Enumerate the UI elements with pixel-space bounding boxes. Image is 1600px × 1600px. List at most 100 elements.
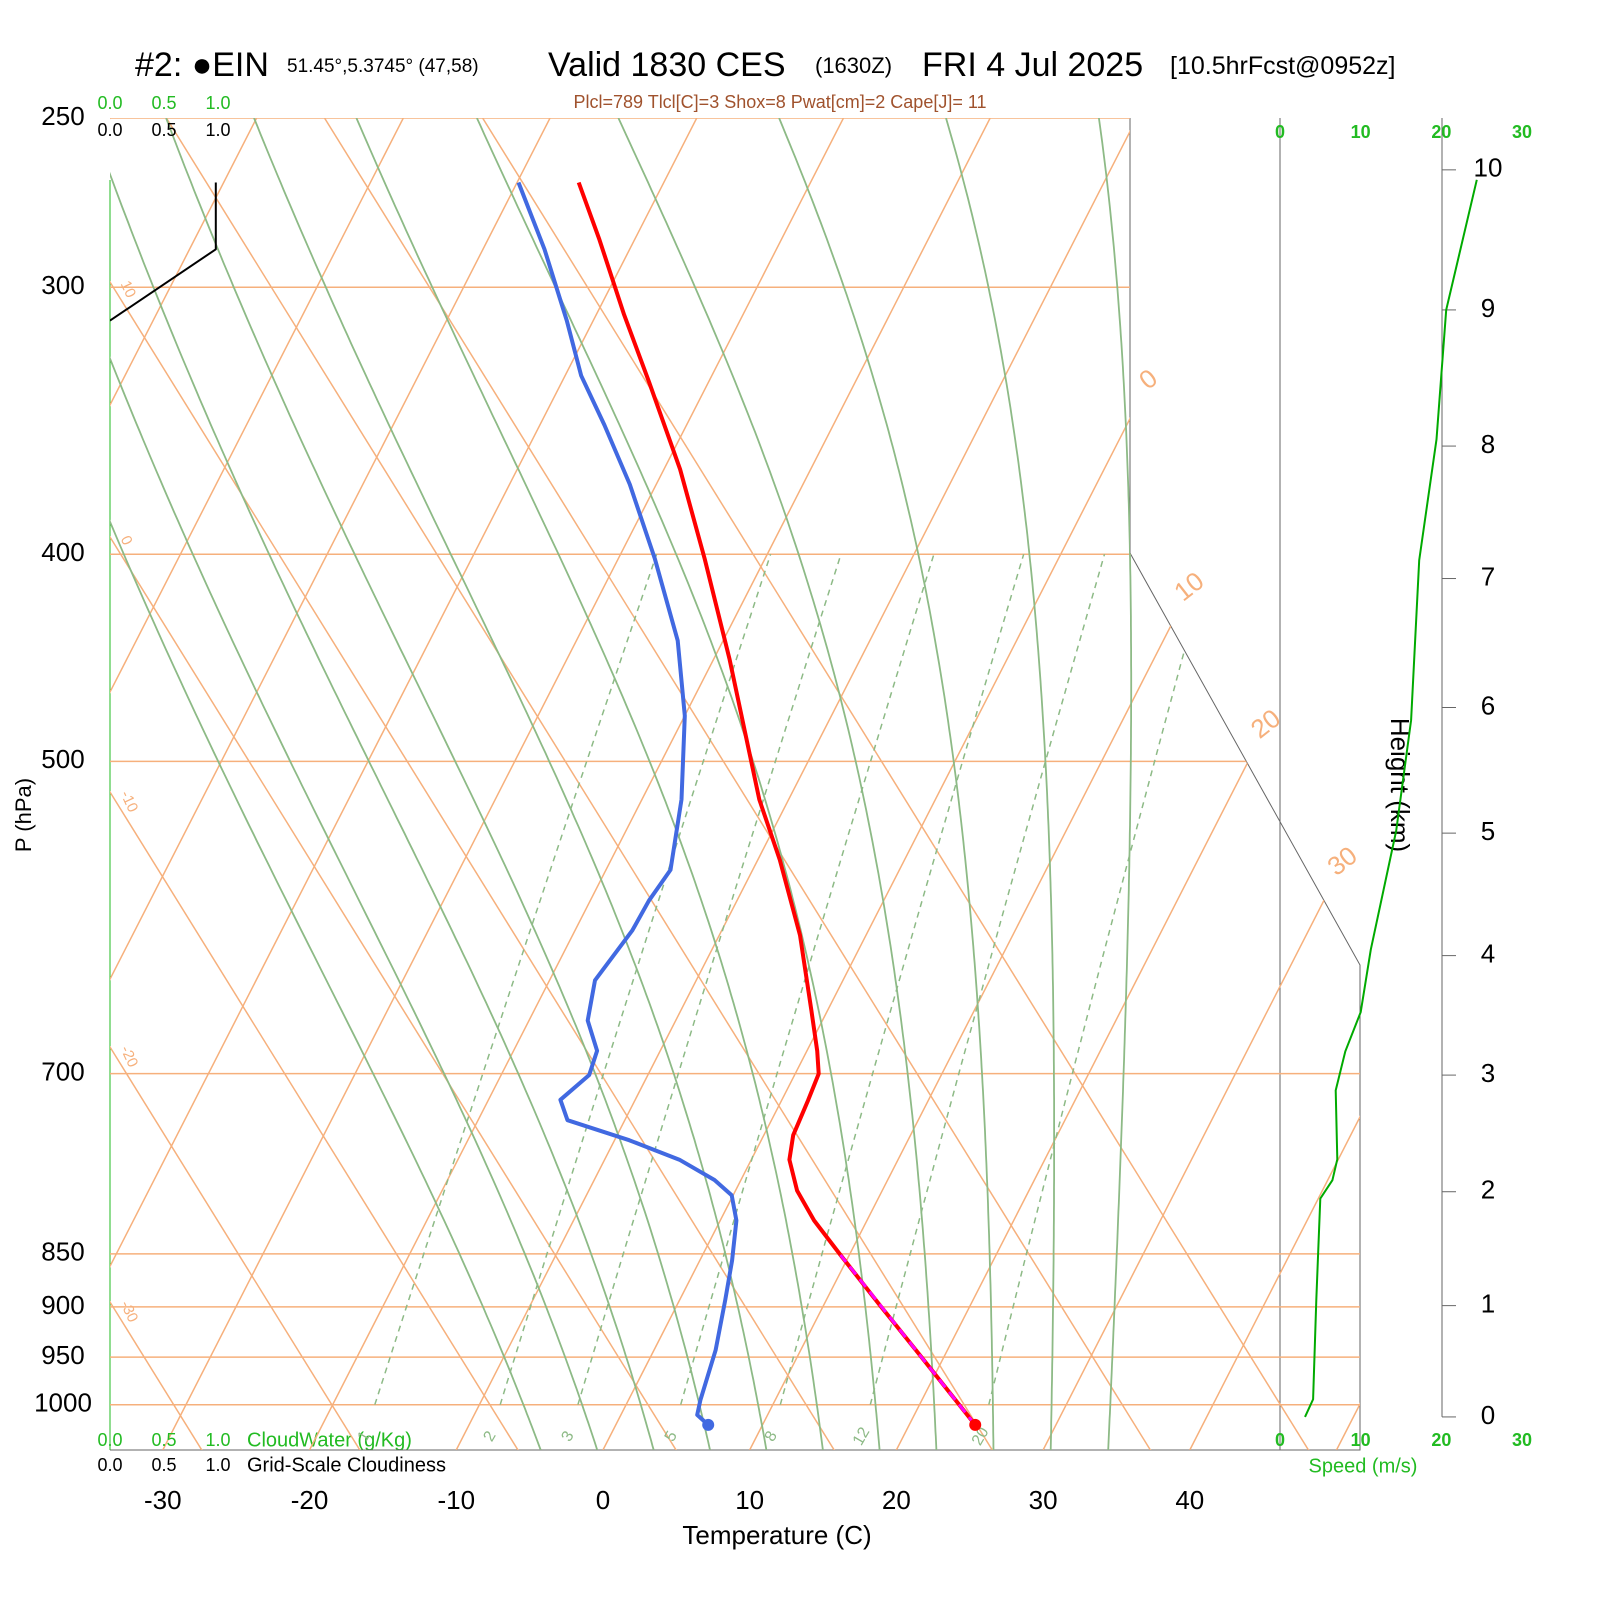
mixing-ratio-label: 5 <box>662 1428 681 1444</box>
moist-adiabat <box>476 118 881 1450</box>
mixing-ratio-line <box>499 553 772 1405</box>
temperature-line <box>576 181 977 1427</box>
cross-line <box>110 118 367 1450</box>
cloudiness-line <box>110 182 217 322</box>
cloud-tick-label: 0.5 <box>151 1430 176 1450</box>
speed-tick-label: 10 <box>1351 122 1371 142</box>
cross-line-label: -10 <box>117 788 142 815</box>
cross-line <box>317 118 1158 1450</box>
speed-tick-label: 0 <box>1275 1430 1285 1450</box>
cloud-tick-label: 1.0 <box>205 1455 230 1475</box>
cloud-tick-label: 0.5 <box>151 120 176 140</box>
surface-temperature <box>969 1418 982 1431</box>
height-tick-label: 7 <box>1481 561 1495 591</box>
speed-axis-label: Speed (m/s) <box>1309 1455 1418 1477</box>
mixing-ratio-line <box>779 553 1025 1405</box>
cross-line <box>110 118 525 1450</box>
speed-line <box>1304 179 1478 1418</box>
y-tick-label: 850 <box>41 1237 84 1267</box>
isotherm-label: 30 <box>1321 840 1362 881</box>
mixing-ratio-line <box>988 554 1212 1405</box>
isotherm <box>602 118 1285 1450</box>
cross-line <box>475 118 1316 1450</box>
height-tick-label: 5 <box>1481 816 1495 846</box>
isotherm-label: 0 <box>1133 363 1163 396</box>
moist-adiabat <box>778 118 995 1450</box>
speed-tick-label: 0 <box>1275 122 1285 142</box>
height-axis-label: Height (km) <box>1385 718 1415 852</box>
y-tick-label: 900 <box>41 1290 84 1320</box>
x-tick-label: -20 <box>291 1485 329 1515</box>
x-tick-label: 30 <box>1029 1485 1058 1515</box>
moist-adiabat <box>1098 118 1133 1450</box>
title-date: FRI 4 Jul 2025 <box>922 46 1143 84</box>
mixing-ratio-label: 12 <box>850 1424 874 1448</box>
isotherm <box>110 118 698 1450</box>
height-tick-label: 1 <box>1481 1289 1495 1319</box>
cloud-tick-label: 1.0 <box>205 93 230 113</box>
y-tick-label: 500 <box>41 744 84 774</box>
height-tick-label: 8 <box>1481 429 1495 459</box>
moist-adiabat <box>253 118 768 1450</box>
cross-line-label: -20 <box>117 1043 142 1070</box>
cloud-tick-label: 0.0 <box>97 120 122 140</box>
isotherm <box>110 118 551 1450</box>
title-utc: (1630Z) <box>815 53 892 78</box>
surface-dewpoint <box>702 1418 715 1431</box>
height-tick-label: 4 <box>1481 938 1495 968</box>
moist-adiabat <box>617 118 938 1450</box>
parcel-line <box>839 1254 977 1426</box>
isotherm <box>110 118 404 1450</box>
isotherm <box>308 118 991 1450</box>
isotherm <box>455 118 1138 1450</box>
speed-tick-label: 30 <box>1512 122 1532 142</box>
cloud-tick-label: 0.0 <box>97 1430 122 1450</box>
cross-line-label: -30 <box>117 1298 142 1325</box>
isotherm <box>895 118 1360 1450</box>
cross-line <box>110 118 841 1450</box>
height-tick-label: 6 <box>1481 690 1495 720</box>
cloudwater-label: CloudWater (g/Kg) <box>247 1429 412 1451</box>
mixing-ratio-line <box>374 553 658 1405</box>
cloud-tick-label: 0.5 <box>151 1455 176 1475</box>
speed-tick-label: 20 <box>1431 122 1451 142</box>
dewpoint-line <box>516 181 739 1427</box>
height-tick-label: 10 <box>1474 153 1503 183</box>
cloud-tick-label: 0.0 <box>97 1455 122 1475</box>
moist-adiabat <box>110 118 542 1450</box>
y-tick-label: 300 <box>41 270 84 300</box>
y-tick-label: 1000 <box>34 1388 92 1418</box>
mixing-ratio-line <box>869 553 1106 1405</box>
isotherm <box>110 118 258 1450</box>
moist-adiabat <box>945 118 1055 1450</box>
moist-adiabat <box>355 118 824 1450</box>
x-axis-label: Temperature (C) <box>682 1520 871 1550</box>
cloud-tick-label: 0.0 <box>97 93 122 113</box>
title-forecast: [10.5hrFcst@0952z] <box>1170 52 1396 80</box>
y-tick-label: 700 <box>41 1057 84 1087</box>
mixing-ratio-line <box>577 553 842 1405</box>
x-tick-label: -30 <box>144 1485 182 1515</box>
height-tick-label: 0 <box>1481 1400 1495 1430</box>
isotherm <box>162 118 845 1450</box>
moist-adiabat <box>165 118 711 1450</box>
height-tick-label: 9 <box>1481 293 1495 323</box>
isotherm <box>749 118 1360 1450</box>
title-station: #2: ●EIN <box>135 46 269 84</box>
y-tick-label: 250 <box>41 101 84 131</box>
chart-title: #2: ●EIN 51.45°,5.3745° (47,58) Valid 18… <box>135 46 1396 84</box>
x-tick-label: 40 <box>1175 1485 1204 1515</box>
cross-line <box>110 118 683 1450</box>
speed-tick-label: 30 <box>1512 1430 1532 1450</box>
cloud-tick-label: 0.5 <box>151 93 176 113</box>
isotherm-label: 10 <box>1168 566 1209 607</box>
cloudiness-label: Grid-Scale Cloudiness <box>247 1454 446 1476</box>
profiles <box>110 181 977 1427</box>
cloud-tick-label: 1.0 <box>205 1430 230 1450</box>
isotherm <box>1042 118 1360 1450</box>
title-valid: Valid 1830 CES <box>548 46 786 84</box>
x-tick-label: 20 <box>882 1485 911 1515</box>
moist-adiabat <box>110 118 599 1450</box>
y-tick-label: 400 <box>41 537 84 567</box>
